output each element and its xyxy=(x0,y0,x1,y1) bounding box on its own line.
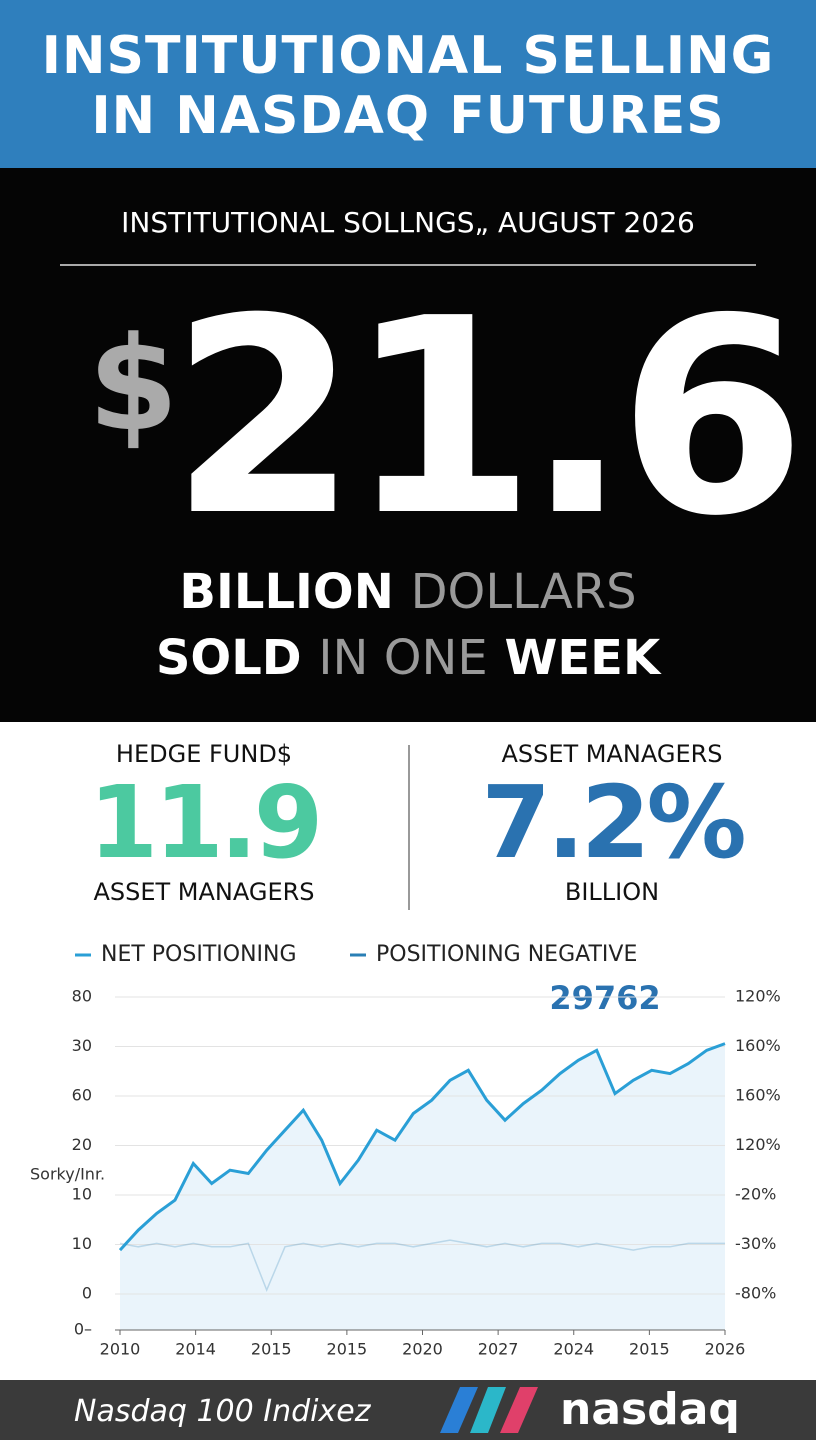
y-tick-label: 0– xyxy=(74,1320,92,1339)
y2-tick-label: 160% xyxy=(735,1086,781,1105)
hero-line: SOLD IN ONE WEEK xyxy=(0,630,816,686)
logo xyxy=(440,1387,538,1433)
stat-label: ASSET MANAGERS xyxy=(501,740,723,768)
legend-label: NET POSITIONING xyxy=(101,942,297,967)
y-tick-label: 10 xyxy=(72,1185,92,1204)
y-tick-label: 10 xyxy=(72,1234,92,1253)
title-line: IN NASDAQ FUTURES xyxy=(91,86,725,146)
x-tick-label: 2010 xyxy=(100,1340,141,1359)
y2-tick-label: -30% xyxy=(735,1234,776,1253)
x-tick-label: 2015 xyxy=(327,1340,368,1359)
word: IN ONE xyxy=(318,630,488,686)
stat: ASSET MANAGERS 7.2% BILLION xyxy=(408,740,816,906)
x-tick-label: 2024 xyxy=(553,1340,594,1359)
stat-value: 11.9 xyxy=(88,764,324,881)
word: WEEK xyxy=(504,630,661,686)
stat: HEDGE FUND$ 11.9 ASSET MANAGERS xyxy=(0,740,408,906)
y-tick-label: 0 xyxy=(82,1284,92,1303)
y-tick-label: 80 xyxy=(72,987,92,1006)
y-axis-label: Sorky/Inr. xyxy=(30,1165,105,1184)
y2-tick-label: -80% xyxy=(735,1284,776,1303)
word: SOLD xyxy=(155,630,302,686)
y2-tick-label: -20% xyxy=(735,1185,776,1204)
hero-line: BILLION DOLLARS xyxy=(0,564,816,620)
area xyxy=(120,1043,725,1330)
header: INSTITUTIONAL SELLING IN NASDAQ FUTURES xyxy=(0,0,816,168)
title-line: INSTITUTIONAL SELLING xyxy=(41,26,775,86)
stat-caption: BILLION xyxy=(564,878,660,906)
index-name: Nasdaq 100 Indixez xyxy=(74,1394,371,1429)
x-tick-label: 2014 xyxy=(175,1340,216,1359)
x-tick-label: 2026 xyxy=(705,1340,746,1359)
brand: nasdaq xyxy=(560,1384,740,1435)
word: BILLION xyxy=(179,564,394,620)
y-tick-label: 20 xyxy=(72,1135,92,1154)
y-tick-label: 30 xyxy=(72,1036,92,1055)
y2-tick-label: 160% xyxy=(735,1036,781,1055)
rule xyxy=(60,264,756,266)
stat-caption: ASSET MANAGERS xyxy=(93,878,315,906)
series-line xyxy=(118,1042,726,1252)
series-line xyxy=(119,1239,725,1292)
x-tick-label: 2015 xyxy=(251,1340,292,1359)
y-tick-label: 60 xyxy=(72,1086,92,1105)
chart: NET POSITIONING POSITIONING NEGATIVE 29762… xyxy=(30,942,781,1359)
divider xyxy=(408,745,410,910)
annotation: 29762 xyxy=(549,979,660,1017)
legend-label: POSITIONING NEGATIVE xyxy=(376,942,637,967)
stat-value: 7.2% xyxy=(481,764,746,881)
amount: 21.6 xyxy=(170,260,806,575)
x-tick-label: 2027 xyxy=(478,1340,519,1359)
x-tick-label: 2015 xyxy=(629,1340,670,1359)
x-tick-label: 2020 xyxy=(402,1340,443,1359)
y2-tick-label: 120% xyxy=(735,1135,781,1154)
stat-label: HEDGE FUND$ xyxy=(115,740,293,768)
currency: $ xyxy=(88,308,179,460)
subtitle: INSTITUTIONAL SOLLNGS„ AUGUST 2026 xyxy=(121,206,695,239)
word: DOLLARS xyxy=(410,564,637,620)
hero: INSTITUTIONAL SOLLNGS„ AUGUST 2026 $ 21.… xyxy=(0,168,816,722)
footer: Nasdaq 100 Indixez nasdaq xyxy=(0,1380,816,1440)
y2-tick-label: 120% xyxy=(735,987,781,1006)
